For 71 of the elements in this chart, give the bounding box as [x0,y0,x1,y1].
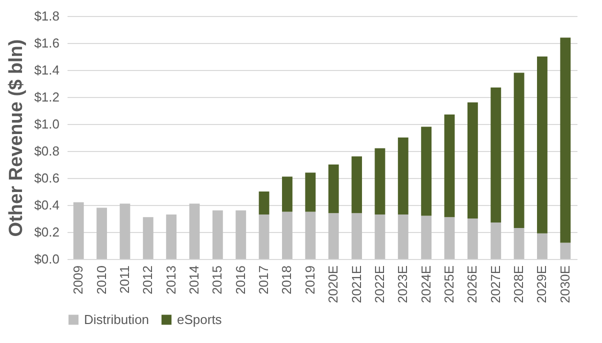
x-tick-label: 2023E [395,265,410,304]
x-tick-label: 2024E [418,265,434,304]
x-tick-label: 2019 [302,266,318,294]
bar [328,164,339,214]
bar [398,214,408,259]
legend-label: Distribution [84,312,150,327]
bar [444,114,455,218]
x-tick-label: 2017 [256,266,272,294]
bar [421,216,432,259]
x-tick-label: 2018 [279,266,294,294]
bar [282,176,292,212]
y-tick-label: $1.8 [34,8,60,24]
y-tick-label: $0.0 [34,252,60,266]
bar [212,210,223,259]
bar [514,228,524,259]
bar [96,208,107,259]
x-tick-label: 2026E [464,265,480,304]
x-tick-label: 2009 [70,266,86,294]
x-tick-label: 2028E [511,265,526,304]
x-tick-label: 2011 [116,266,132,294]
bar [142,217,154,259]
x-tick-label: 2010 [94,266,109,294]
bar [258,214,270,259]
bar [467,218,478,259]
y-tick-label: $1.2 [34,90,60,104]
bar [305,212,316,259]
bar [120,204,130,259]
x-tick-label: 2021E [348,265,364,304]
x-tick-label: 2016 [232,266,248,294]
x-tick-label: 2027E [488,265,503,304]
bar [537,233,548,259]
bar [514,72,524,228]
legend-label: eSports [177,312,222,327]
x-tick-label: 2020E [326,265,341,304]
bar [258,192,270,214]
x-tick-label: 2029E [534,265,550,304]
bar [282,212,292,259]
bar [328,213,339,259]
bar [236,210,246,259]
bar [73,202,84,259]
bar [305,172,316,212]
y-tick-label: $0.4 [34,198,60,212]
y-tick-label: $1.4 [34,62,60,78]
x-tick-label: 2015 [210,266,225,294]
bar [352,156,362,214]
bar [467,102,478,218]
x-tick-label: 2025E [442,265,456,304]
x-tick-label: 2030E [557,265,572,304]
bar [560,38,571,243]
bar [352,213,362,259]
bar [166,214,177,259]
y-tick-label: $0.8 [34,144,60,158]
x-tick-label: 2012 [140,266,156,294]
y-tick-label: $1.6 [34,36,60,50]
bar [398,138,408,214]
y-tick-label: $0.2 [34,224,60,240]
bar [490,88,502,223]
bar [444,217,455,259]
bar [537,56,548,234]
x-tick-label: 2014 [186,266,202,294]
y-tick-label: $0.6 [34,170,60,186]
bar [374,214,386,259]
bar [560,242,571,259]
x-tick-label: 2022E [372,265,387,304]
bar [189,204,200,259]
x-tick-label: 2013 [163,266,178,294]
bar [421,126,432,216]
y-axis-title: Other Revenue ($ bln) [6,39,28,237]
y-tick-label: $1.0 [34,116,60,132]
bar [374,148,386,214]
bar [490,222,502,259]
